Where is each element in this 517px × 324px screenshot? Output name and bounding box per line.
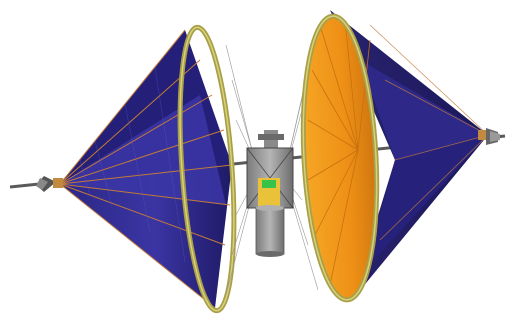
right-cone-lower-band	[365, 135, 488, 270]
spacecraft-bus	[246, 130, 294, 257]
right-cone-interior	[303, 18, 377, 298]
left-cone-lower-face	[60, 165, 232, 308]
right-cone-outer-seams	[369, 24, 489, 241]
left-cone-grid	[79, 66, 186, 263]
right-cone-outer-band	[360, 60, 488, 160]
right-cone-interior-seams	[307, 19, 371, 286]
right-tip-hub	[478, 128, 500, 145]
right-cone	[300, 10, 500, 303]
bus-cylinder	[255, 207, 285, 255]
left-tip-hub	[36, 176, 63, 192]
left-cone	[36, 24, 237, 314]
left-cone-seams	[59, 29, 233, 309]
bus-green-panel	[262, 180, 276, 188]
